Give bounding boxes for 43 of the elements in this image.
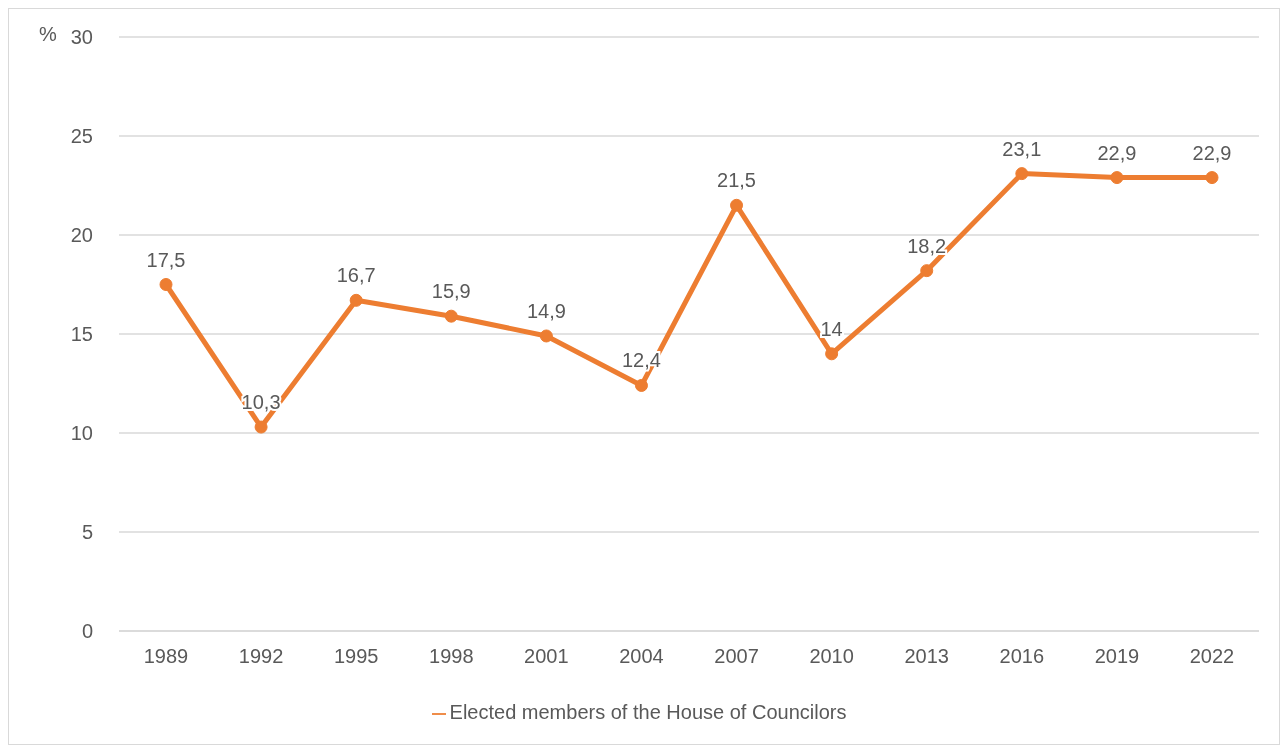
y-axis-title: % [39, 23, 57, 46]
data-label: 22,9 [1097, 141, 1137, 164]
point [1015, 167, 1029, 181]
y-tick-label: 15 [70, 323, 93, 346]
data-label: 15,9 [431, 280, 471, 303]
data-label: 14,9 [526, 299, 566, 322]
x-tick-label: 2019 [1094, 645, 1140, 668]
data-label: 17,5 [146, 248, 186, 271]
point [1205, 171, 1219, 185]
y-tick-label: 30 [70, 26, 93, 49]
point [159, 278, 173, 291]
point [920, 264, 934, 278]
point [254, 420, 268, 434]
x-tick-label: 2004 [619, 645, 664, 668]
legend-label: Elected members of the House of Councilors [449, 701, 847, 723]
point [444, 309, 458, 323]
x-tick-label: 2016 [999, 645, 1045, 668]
x-tick-label: 2001 [524, 645, 569, 668]
point [825, 347, 839, 361]
y-tick-label: 10 [70, 422, 93, 445]
point [1110, 171, 1124, 185]
data-label: 21,5 [717, 169, 757, 192]
y-tick-label: 20 [70, 224, 93, 247]
x-tick-label: 2007 [714, 645, 759, 668]
data-label: 23,1 [1002, 137, 1042, 160]
data-label: 14 [820, 317, 843, 340]
data-label: 16,7 [336, 264, 376, 287]
y-tick-label: 5 [81, 521, 93, 544]
x-tick-label: 1992 [238, 645, 284, 668]
data-label: 22,9 [1192, 141, 1232, 164]
x-tick-label: 2013 [904, 645, 949, 668]
data-label: 18,2 [907, 234, 947, 257]
point [730, 198, 744, 212]
y-tick-label: 25 [70, 125, 93, 148]
point [539, 329, 553, 343]
x-tick-label: 2022 [1189, 645, 1235, 668]
x-tick-label: 1998 [429, 645, 474, 668]
x-tick-label: 1995 [333, 645, 379, 668]
x-tick-label: 2010 [809, 645, 854, 668]
point [634, 378, 648, 392]
point [349, 293, 363, 307]
x-tick-label: 1989 [143, 645, 189, 668]
y-tick-label: 0 [81, 620, 93, 643]
